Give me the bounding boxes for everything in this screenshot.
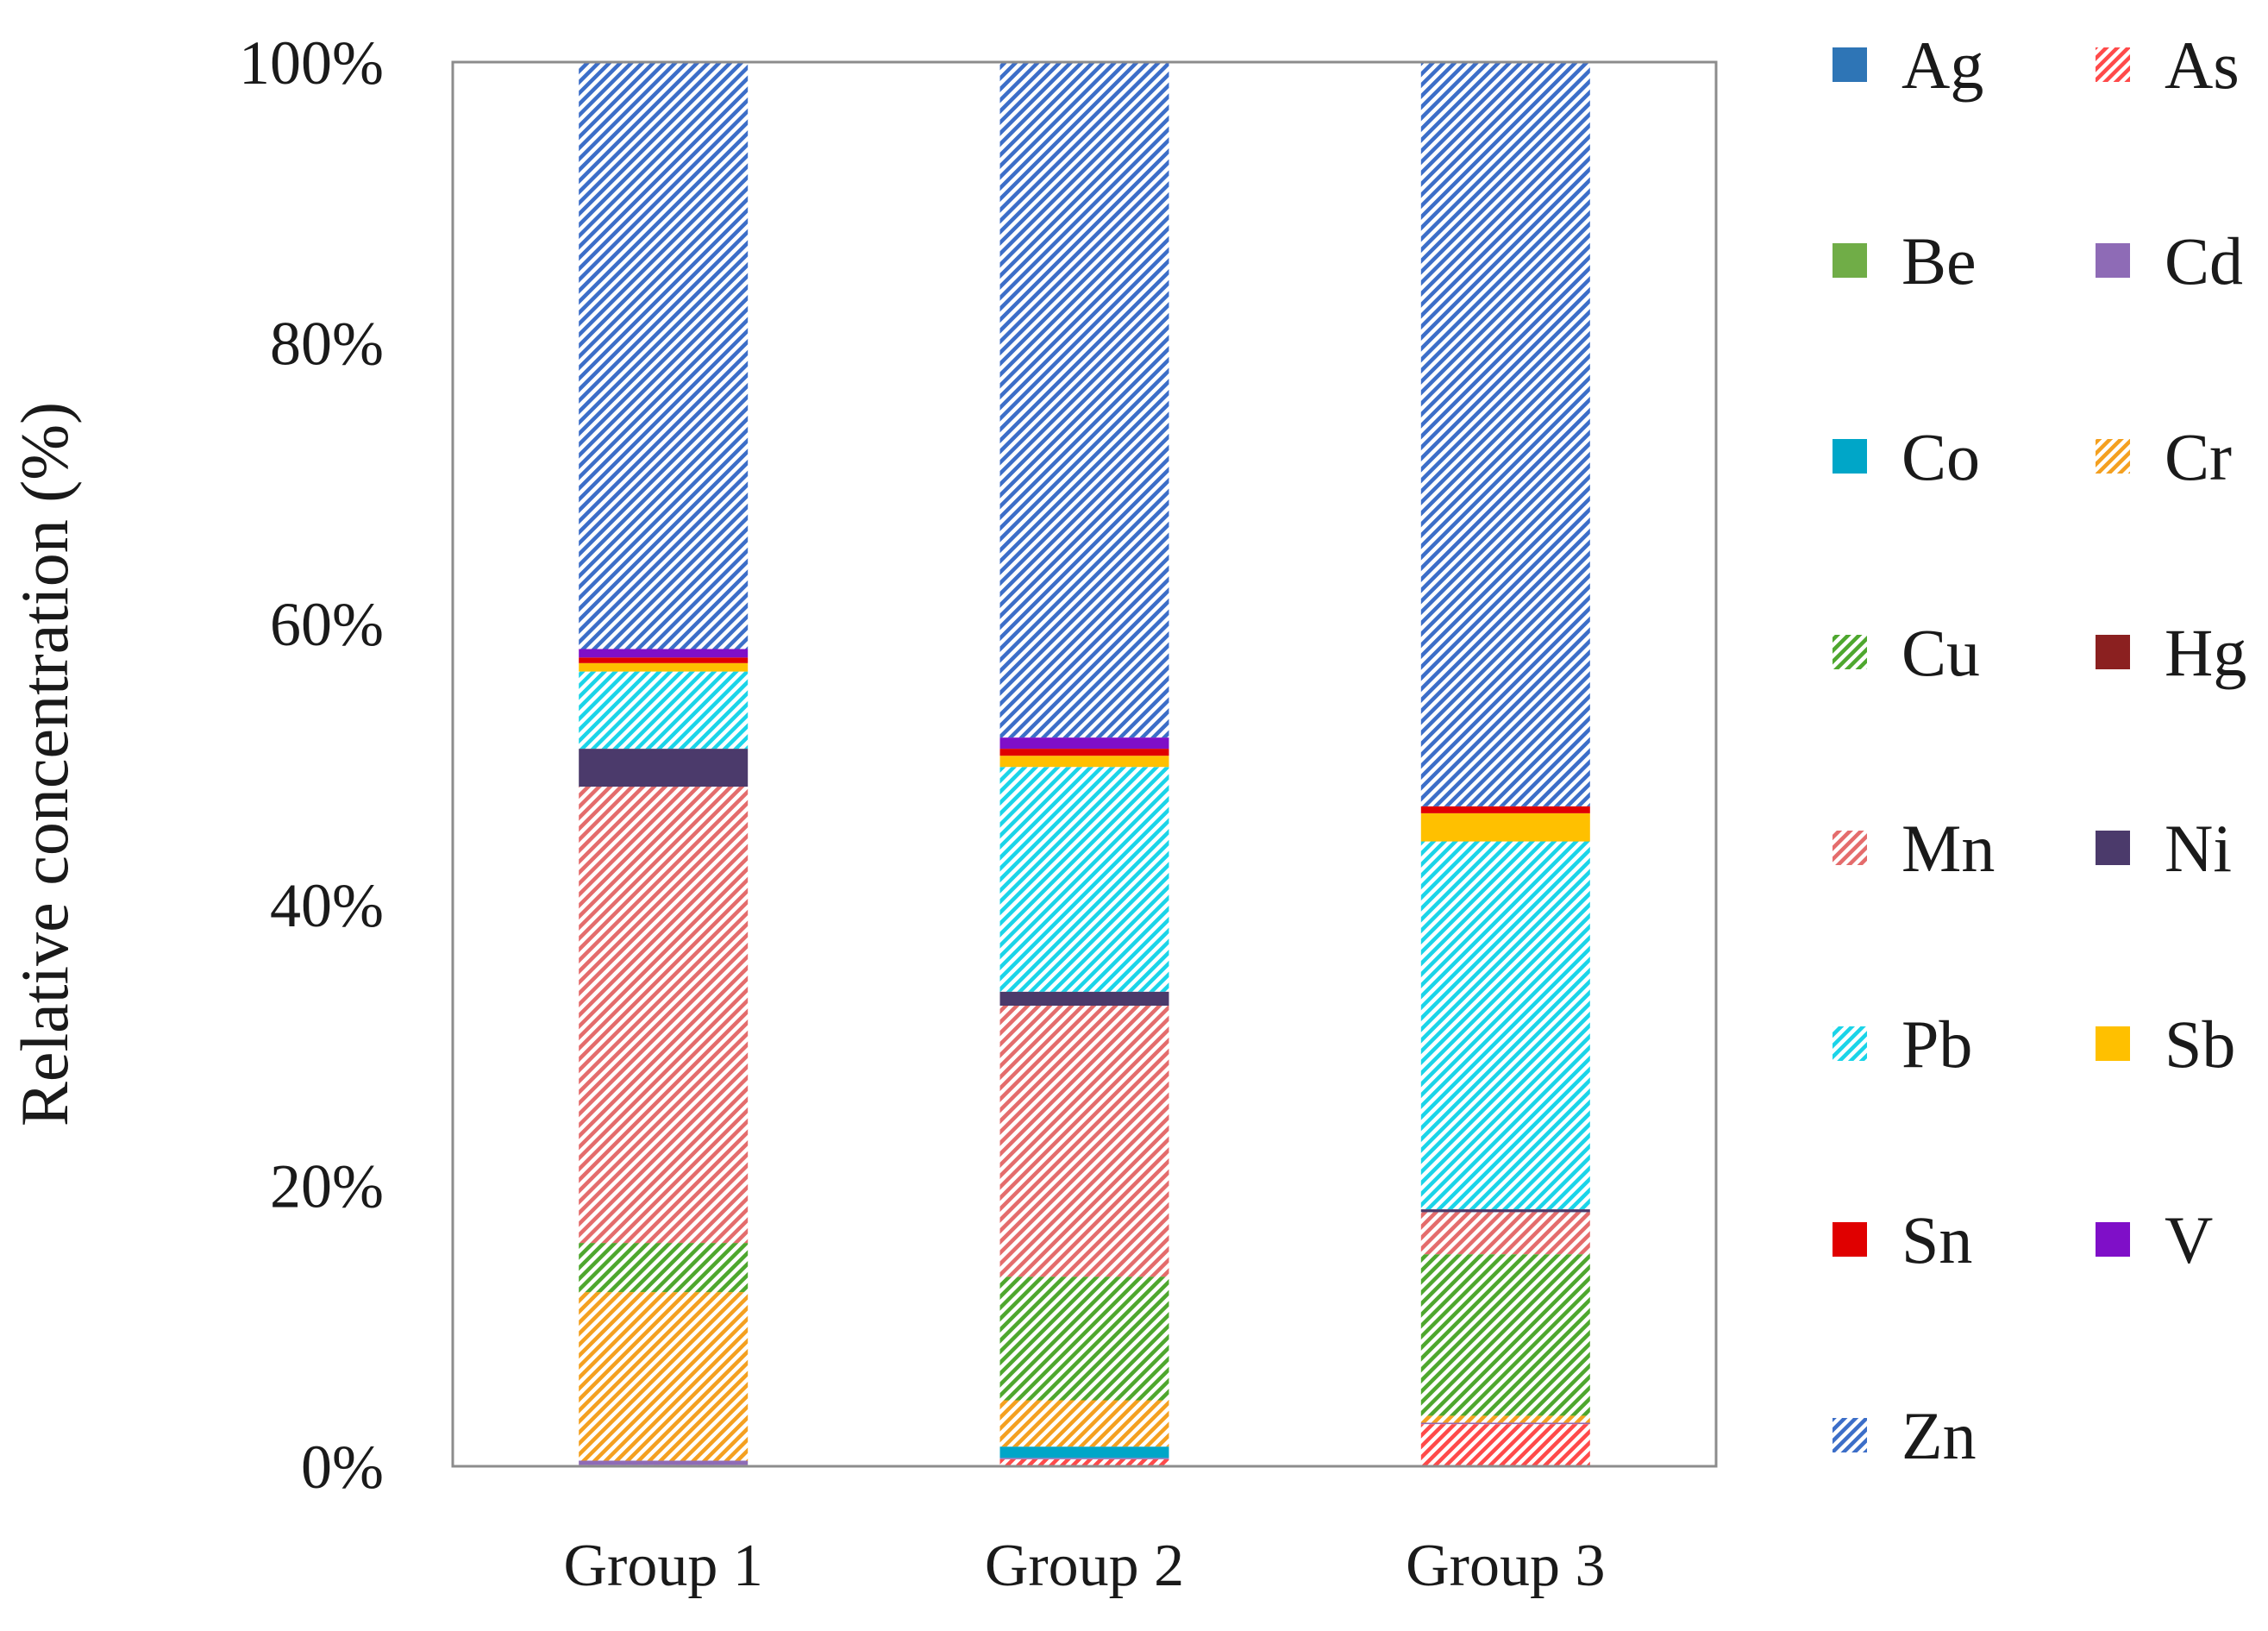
bar-segment-group-2-sb [999, 756, 1169, 768]
legend-item-cr: Cr [2096, 419, 2232, 494]
bar-segment-group-3-zn [1420, 62, 1590, 806]
bar-segment-group-2-cr [999, 1400, 1169, 1447]
legend-swatch-v [2096, 1222, 2130, 1257]
legend-swatch-mn [1833, 831, 1867, 865]
legend-item-hg: Hg [2096, 615, 2246, 690]
legend: Ag As Be Cd Co Cr Cu Hg Mn Ni Pb Sb Sn V Zn [1833, 28, 2246, 1473]
legend-item-cu: Cu [1833, 615, 1980, 690]
legend-item-v: V [2096, 1202, 2213, 1277]
plot-area-frame [451, 60, 1718, 1468]
bar-segment-group-1-sb [579, 662, 749, 672]
bar-segment-group-3-cu [1420, 1254, 1590, 1416]
legend-label-ag: Ag [1901, 28, 1983, 103]
legend-label-be: Be [1901, 223, 1977, 298]
legend-swatch-ni [2096, 831, 2130, 865]
bar-segment-group-1-mn [579, 787, 749, 1244]
bar-segment-group-2-ni [999, 991, 1169, 1006]
legend-swatch-hg [2096, 635, 2130, 669]
y-tick-label: 20% [270, 1151, 384, 1220]
bar-segment-group-3-cr [1420, 1415, 1590, 1423]
legend-item-sn: Sn [1833, 1202, 1972, 1277]
bar-segment-group-3-mn [1420, 1212, 1590, 1255]
legend-swatch-ag [1833, 47, 1867, 82]
legend-label-hg: Hg [2165, 615, 2246, 690]
legend-label-as: As [2165, 28, 2240, 103]
legend-label-pb: Pb [1901, 1007, 1972, 1082]
legend-item-sb: Sb [2096, 1007, 2235, 1082]
y-tick-label: 0% [301, 1433, 384, 1502]
legend-swatch-cr [2096, 439, 2130, 474]
y-axis-ticks: 0% 20% 40% 60% 80% 100% [239, 28, 384, 1502]
legend-item-mn: Mn [1833, 811, 1995, 886]
bar-segment-group-3-ni [1420, 1209, 1590, 1213]
bar-segment-group-3-pb [1420, 841, 1590, 1209]
y-tick-label: 60% [270, 590, 384, 659]
legend-label-sb: Sb [2165, 1007, 2235, 1082]
legend-label-cd: Cd [2165, 223, 2243, 298]
bar-segment-group-2-cd [999, 1458, 1169, 1459]
bar-segment-group-2-zn [999, 62, 1169, 738]
legend-label-sn: Sn [1901, 1202, 1972, 1277]
legend-swatch-cd [2096, 243, 2130, 278]
legend-label-v: V [2165, 1202, 2213, 1277]
bar-segment-group-1-ni [579, 749, 749, 787]
legend-swatch-co [1833, 439, 1867, 474]
legend-label-mn: Mn [1901, 811, 1995, 886]
y-tick-label: 40% [270, 871, 384, 940]
bar-segment-group-2-sn [999, 749, 1169, 756]
legend-item-ni: Ni [2096, 811, 2232, 886]
bar-segment-group-1-pb [579, 671, 749, 750]
legend-item-be: Be [1833, 223, 1977, 298]
bar-segment-group-2-co [999, 1446, 1169, 1458]
legend-label-co: Co [1901, 419, 1980, 494]
legend-item-pb: Pb [1833, 1007, 1972, 1082]
x-axis-ticks: Group 1 Group 2 Group 3 [564, 1533, 1606, 1599]
y-axis-label: Relative concentration (%) [7, 402, 82, 1126]
x-tick-label-group-1: Group 1 [564, 1533, 763, 1599]
bar-segment-group-1-cr [579, 1292, 749, 1461]
legend-label-zn: Zn [1901, 1398, 1977, 1473]
x-tick-label-group-3: Group 3 [1406, 1533, 1605, 1599]
bar-segment-group-3-sn [1420, 806, 1590, 813]
legend-label-ni: Ni [2165, 811, 2232, 886]
legend-item-as: As [2096, 28, 2240, 103]
bar-segment-group-2-cu [999, 1277, 1169, 1401]
x-tick-label-group-2: Group 2 [985, 1533, 1184, 1599]
legend-swatch-zn [1833, 1418, 1867, 1452]
legend-item-zn: Zn [1833, 1398, 1977, 1473]
legend-label-cu: Cu [1901, 615, 1980, 690]
legend-swatch-cu [1833, 635, 1867, 669]
legend-item-ag: Ag [1833, 28, 1983, 103]
y-tick-label: 100% [239, 28, 384, 97]
legend-swatch-pb [1833, 1026, 1867, 1061]
bar-segment-group-2-v [999, 737, 1169, 750]
legend-item-co: Co [1833, 419, 1980, 494]
bar-segment-group-2-mn [999, 1006, 1169, 1277]
legend-swatch-as [2096, 47, 2130, 82]
bar-segment-group-3-cd [1420, 1422, 1590, 1425]
bar-segment-group-2-as [999, 1458, 1169, 1466]
bar-segment-group-1-cu [579, 1243, 749, 1293]
bar-segment-group-1-cd [579, 1460, 749, 1465]
bars-layer [579, 62, 1590, 1466]
legend-label-cr: Cr [2165, 419, 2232, 494]
legend-swatch-sb [2096, 1026, 2130, 1061]
bar-segment-group-2-pb [999, 767, 1169, 992]
bar-segment-group-3-sb [1420, 813, 1590, 842]
bar-segment-group-1-zn [579, 62, 749, 649]
legend-item-cd: Cd [2096, 223, 2243, 298]
bar-segment-group-3-as [1420, 1424, 1590, 1466]
legend-swatch-be [1833, 243, 1867, 278]
bar-segment-group-1-v [579, 649, 749, 658]
legend-swatch-sn [1833, 1222, 1867, 1257]
bar-segment-group-1-sn [579, 657, 749, 663]
y-tick-label: 80% [270, 310, 384, 379]
